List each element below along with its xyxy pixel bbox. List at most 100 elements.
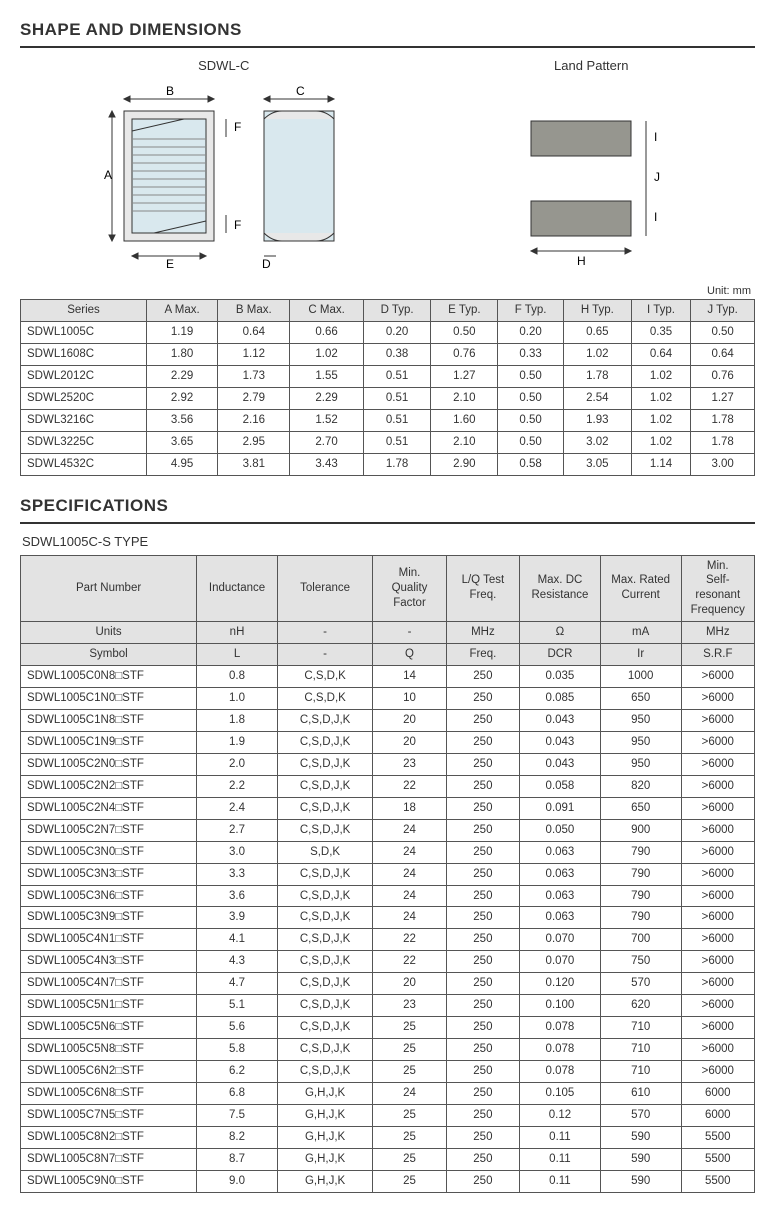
spec-col-header: S.R.F — [681, 644, 754, 666]
table-cell: 2.29 — [147, 365, 218, 387]
table-cell: 6000 — [681, 1082, 754, 1104]
table-cell: C,S,D,J,K — [277, 863, 372, 885]
spec-col-header: Part Number — [21, 555, 197, 622]
table-cell: 25 — [373, 1170, 446, 1192]
table-row: SDWL1005C4N7□STF4.7C,S,D,J,K202500.12057… — [21, 973, 755, 995]
table-cell: 790 — [600, 885, 681, 907]
table-cell: 1.0 — [197, 688, 278, 710]
table-cell: 5.6 — [197, 1017, 278, 1039]
table-cell: >6000 — [681, 1061, 754, 1083]
table-row: SDWL1608C1.801.121.020.380.760.331.020.6… — [21, 343, 755, 365]
spec-col-header: Inductance — [197, 555, 278, 622]
table-cell: SDWL1005C2N2□STF — [21, 775, 197, 797]
table-cell: C,S,D,J,K — [277, 907, 372, 929]
table-cell: >6000 — [681, 819, 754, 841]
table-cell: 4.95 — [147, 453, 218, 475]
table-cell: 10 — [373, 688, 446, 710]
table-cell: 0.063 — [520, 863, 601, 885]
table-cell: 0.51 — [363, 431, 431, 453]
table-cell: >6000 — [681, 841, 754, 863]
table-cell: 250 — [446, 731, 519, 753]
table-cell: 0.65 — [563, 321, 631, 343]
table-row: SDWL1005C5N8□STF5.8C,S,D,J,K252500.07871… — [21, 1039, 755, 1061]
table-cell: 23 — [373, 753, 446, 775]
table-cell: 0.043 — [520, 710, 601, 732]
table-cell: SDWL1005C1N8□STF — [21, 710, 197, 732]
table-cell: C,S,D,K — [277, 666, 372, 688]
table-cell: 0.070 — [520, 951, 601, 973]
table-cell: 710 — [600, 1039, 681, 1061]
spec-col-header: mA — [600, 622, 681, 644]
table-cell: 620 — [600, 995, 681, 1017]
table-cell: 0.078 — [520, 1017, 601, 1039]
table-cell: 20 — [373, 973, 446, 995]
dim-col-header: I Typ. — [631, 300, 691, 322]
table-cell: 250 — [446, 1017, 519, 1039]
table-cell: 1.19 — [147, 321, 218, 343]
table-cell: SDWL1005C6N8□STF — [21, 1082, 197, 1104]
table-cell: 0.120 — [520, 973, 601, 995]
dim-label-c: C — [296, 84, 305, 98]
table-row: SDWL1005C0N8□STF0.8C,S,D,K142500.0351000… — [21, 666, 755, 688]
land-pattern-diagram: I J I H — [501, 81, 681, 271]
table-cell: 24 — [373, 841, 446, 863]
table-cell: 0.50 — [498, 409, 564, 431]
table-cell: 5500 — [681, 1170, 754, 1192]
table-cell: C,S,D,J,K — [277, 775, 372, 797]
table-cell: 610 — [600, 1082, 681, 1104]
section-rule-2 — [20, 522, 755, 524]
table-cell: 0.050 — [520, 819, 601, 841]
table-cell: 0.100 — [520, 995, 601, 1017]
table-cell: C,S,D,J,K — [277, 710, 372, 732]
table-cell: 1.78 — [363, 453, 431, 475]
table-cell: 700 — [600, 929, 681, 951]
table-cell: SDWL4532C — [21, 453, 147, 475]
table-cell: 0.11 — [520, 1148, 601, 1170]
table-cell: >6000 — [681, 951, 754, 973]
table-cell: 1.55 — [290, 365, 363, 387]
table-cell: 250 — [446, 775, 519, 797]
table-cell: SDWL3225C — [21, 431, 147, 453]
table-cell: 20 — [373, 731, 446, 753]
table-cell: SDWL1005C3N9□STF — [21, 907, 197, 929]
table-cell: >6000 — [681, 973, 754, 995]
table-cell: 24 — [373, 907, 446, 929]
table-cell: 25 — [373, 1017, 446, 1039]
table-cell: SDWL1005C5N8□STF — [21, 1039, 197, 1061]
shape-diagram-title: SDWL-C — [198, 58, 249, 73]
table-row: SDWL1005C3N6□STF3.6C,S,D,J,K242500.06379… — [21, 885, 755, 907]
table-cell: SDWL1005C3N3□STF — [21, 863, 197, 885]
spec-table: Part NumberInductanceToleranceMin. Quali… — [20, 555, 755, 1193]
dim-col-header: C Max. — [290, 300, 363, 322]
table-cell: 22 — [373, 951, 446, 973]
table-cell: 3.0 — [197, 841, 278, 863]
table-cell: SDWL1005C4N3□STF — [21, 951, 197, 973]
spec-col-header: Min. Quality Factor — [373, 555, 446, 622]
table-cell: 2.7 — [197, 819, 278, 841]
table-cell: 0.11 — [520, 1126, 601, 1148]
table-cell: >6000 — [681, 775, 754, 797]
spec-col-header: Min. Self-resonant Frequency — [681, 555, 754, 622]
spec-col-header: Symbol — [21, 644, 197, 666]
table-row: SDWL1005C6N8□STF6.8G,H,J,K242500.1056106… — [21, 1082, 755, 1104]
table-cell: G,H,J,K — [277, 1126, 372, 1148]
table-cell: 2.16 — [218, 409, 290, 431]
spec-col-header: Max. Rated Current — [600, 555, 681, 622]
table-cell: 0.20 — [363, 321, 431, 343]
table-cell: 250 — [446, 841, 519, 863]
spec-col-header: Ir — [600, 644, 681, 666]
table-cell: 25 — [373, 1061, 446, 1083]
table-cell: >6000 — [681, 1039, 754, 1061]
table-cell: 0.043 — [520, 731, 601, 753]
table-cell: 2.2 — [197, 775, 278, 797]
table-cell: 6000 — [681, 1104, 754, 1126]
unit-label: Unit: mm — [20, 285, 751, 297]
table-cell: 1.02 — [631, 365, 691, 387]
table-cell: C,S,D,J,K — [277, 753, 372, 775]
table-cell: 18 — [373, 797, 446, 819]
table-cell: 1.9 — [197, 731, 278, 753]
table-cell: SDWL1005C7N5□STF — [21, 1104, 197, 1126]
table-row: SDWL1005C8N2□STF8.2G,H,J,K252500.1159055… — [21, 1126, 755, 1148]
table-cell: 25 — [373, 1126, 446, 1148]
table-cell: 6.8 — [197, 1082, 278, 1104]
